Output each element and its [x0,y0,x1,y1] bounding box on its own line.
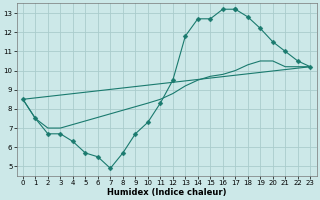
X-axis label: Humidex (Indice chaleur): Humidex (Indice chaleur) [107,188,226,197]
